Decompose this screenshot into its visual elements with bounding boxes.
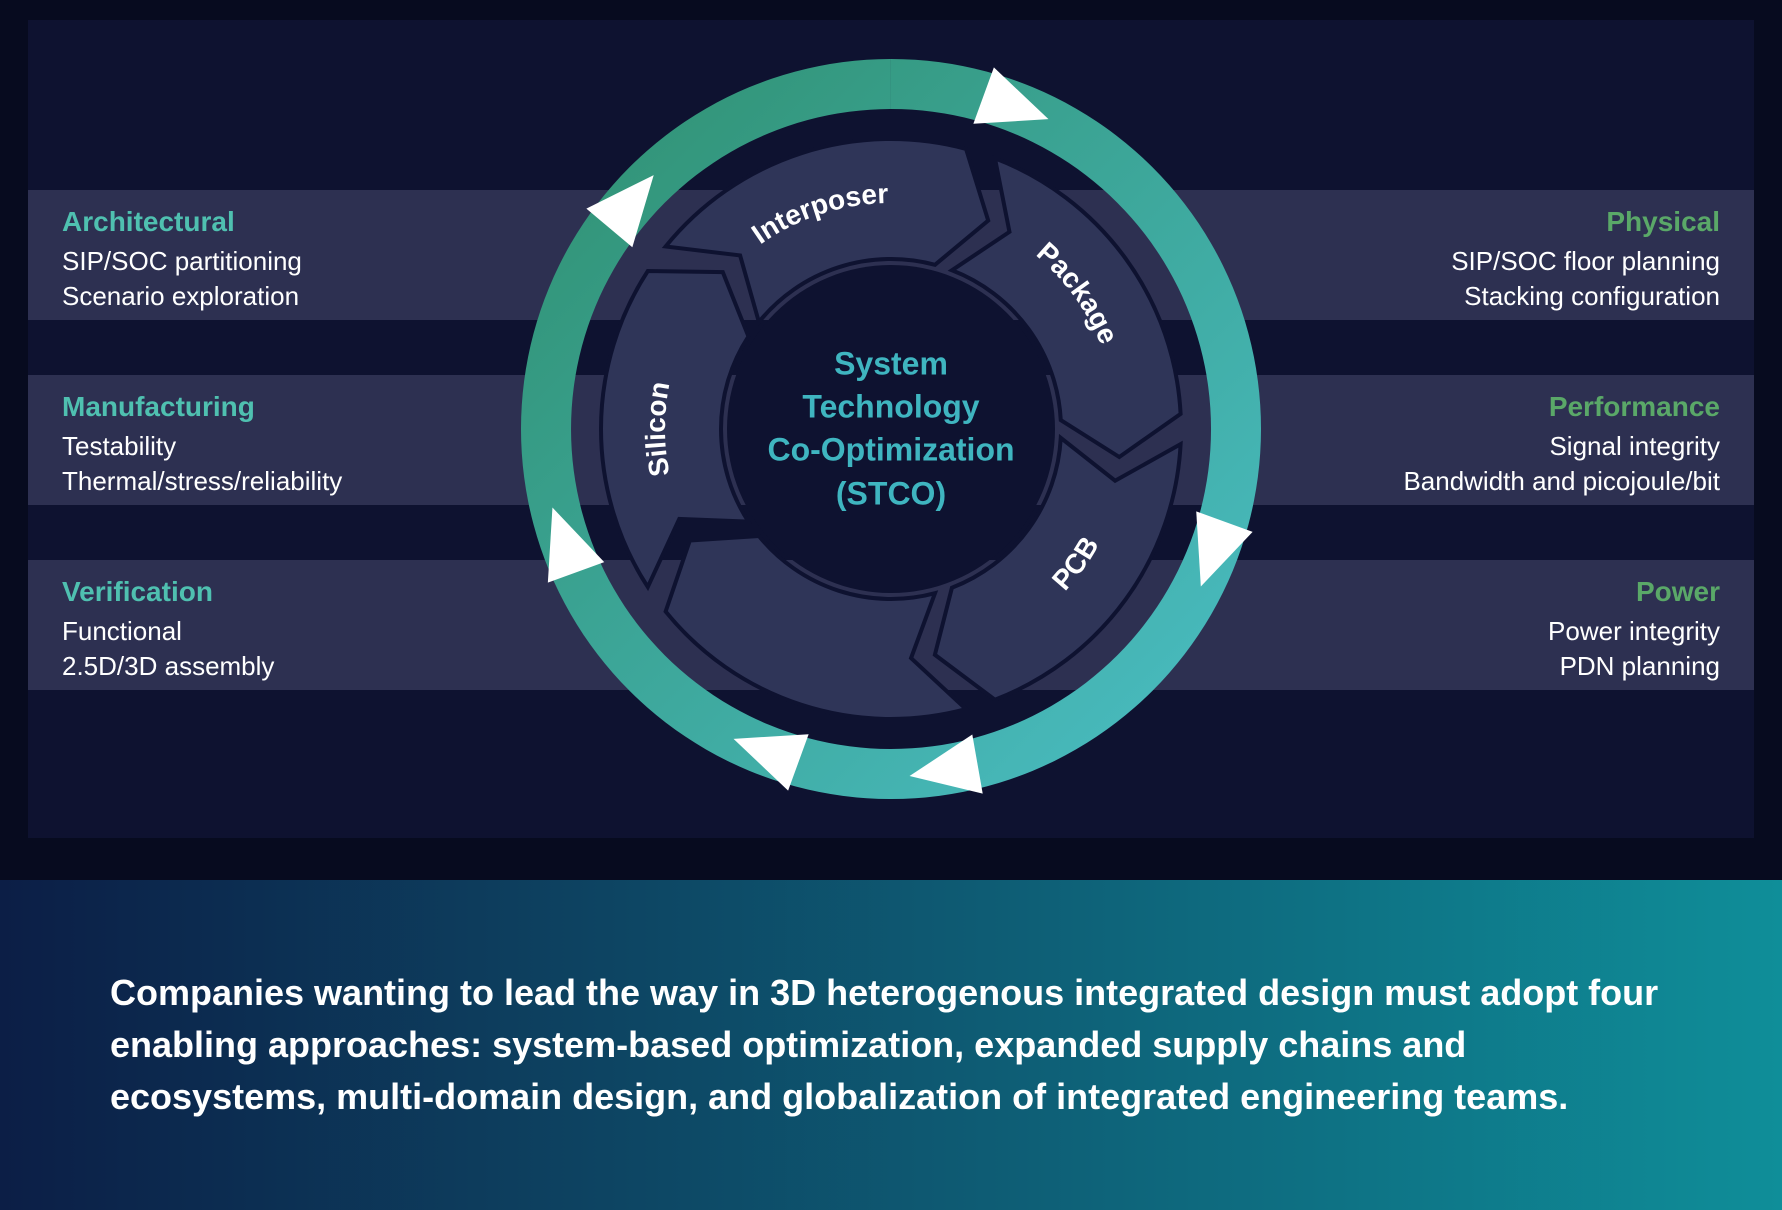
segment-label-0: Silicon: [640, 379, 676, 479]
band-line: 2.5D/3D assembly: [62, 649, 274, 684]
band-left-2: Verification Functional 2.5D/3D assembly: [62, 576, 274, 690]
band-title: Power: [1548, 576, 1720, 608]
band-left-0: Architectural SIP/SOC partitioning Scena…: [62, 206, 302, 320]
band-line: Stacking configuration: [1451, 279, 1720, 314]
band-title: Performance: [1403, 391, 1720, 423]
band-title: Verification: [62, 576, 274, 608]
footer-text: Companies wanting to lead the way in 3D …: [110, 967, 1670, 1124]
band-line: Scenario exploration: [62, 279, 302, 314]
band-line: Functional: [62, 614, 274, 649]
band-line: Testability: [62, 429, 342, 464]
band-right-0: Physical SIP/SOC floor planning Stacking…: [1451, 206, 1720, 320]
band-line: PDN planning: [1548, 649, 1720, 684]
band-line: SIP/SOC floor planning: [1451, 244, 1720, 279]
band-title: Manufacturing: [62, 391, 342, 423]
center-title: System Technology Co-Optimization (STCO): [761, 343, 1021, 516]
band-left-1: Manufacturing Testability Thermal/stress…: [62, 391, 342, 505]
footer-banner: Companies wanting to lead the way in 3D …: [0, 880, 1782, 1210]
band-line: Power integrity: [1548, 614, 1720, 649]
center-line: Technology: [761, 386, 1021, 429]
center-line: Co-Optimization: [761, 429, 1021, 472]
band-line: Thermal/stress/reliability: [62, 464, 342, 499]
band-title: Physical: [1451, 206, 1720, 238]
circular-diagram: SiliconInterposerPackagePCB System Techn…: [501, 39, 1281, 819]
center-line: (STCO): [761, 472, 1021, 515]
diagram-panel: Architectural SIP/SOC partitioning Scena…: [28, 20, 1754, 838]
band-title: Architectural: [62, 206, 302, 238]
band-line: Signal integrity: [1403, 429, 1720, 464]
band-right-2: Power Power integrity PDN planning: [1548, 576, 1720, 690]
center-line: System: [761, 343, 1021, 386]
band-line: Bandwidth and picojoule/bit: [1403, 464, 1720, 499]
band-right-1: Performance Signal integrity Bandwidth a…: [1403, 391, 1720, 505]
band-line: SIP/SOC partitioning: [62, 244, 302, 279]
